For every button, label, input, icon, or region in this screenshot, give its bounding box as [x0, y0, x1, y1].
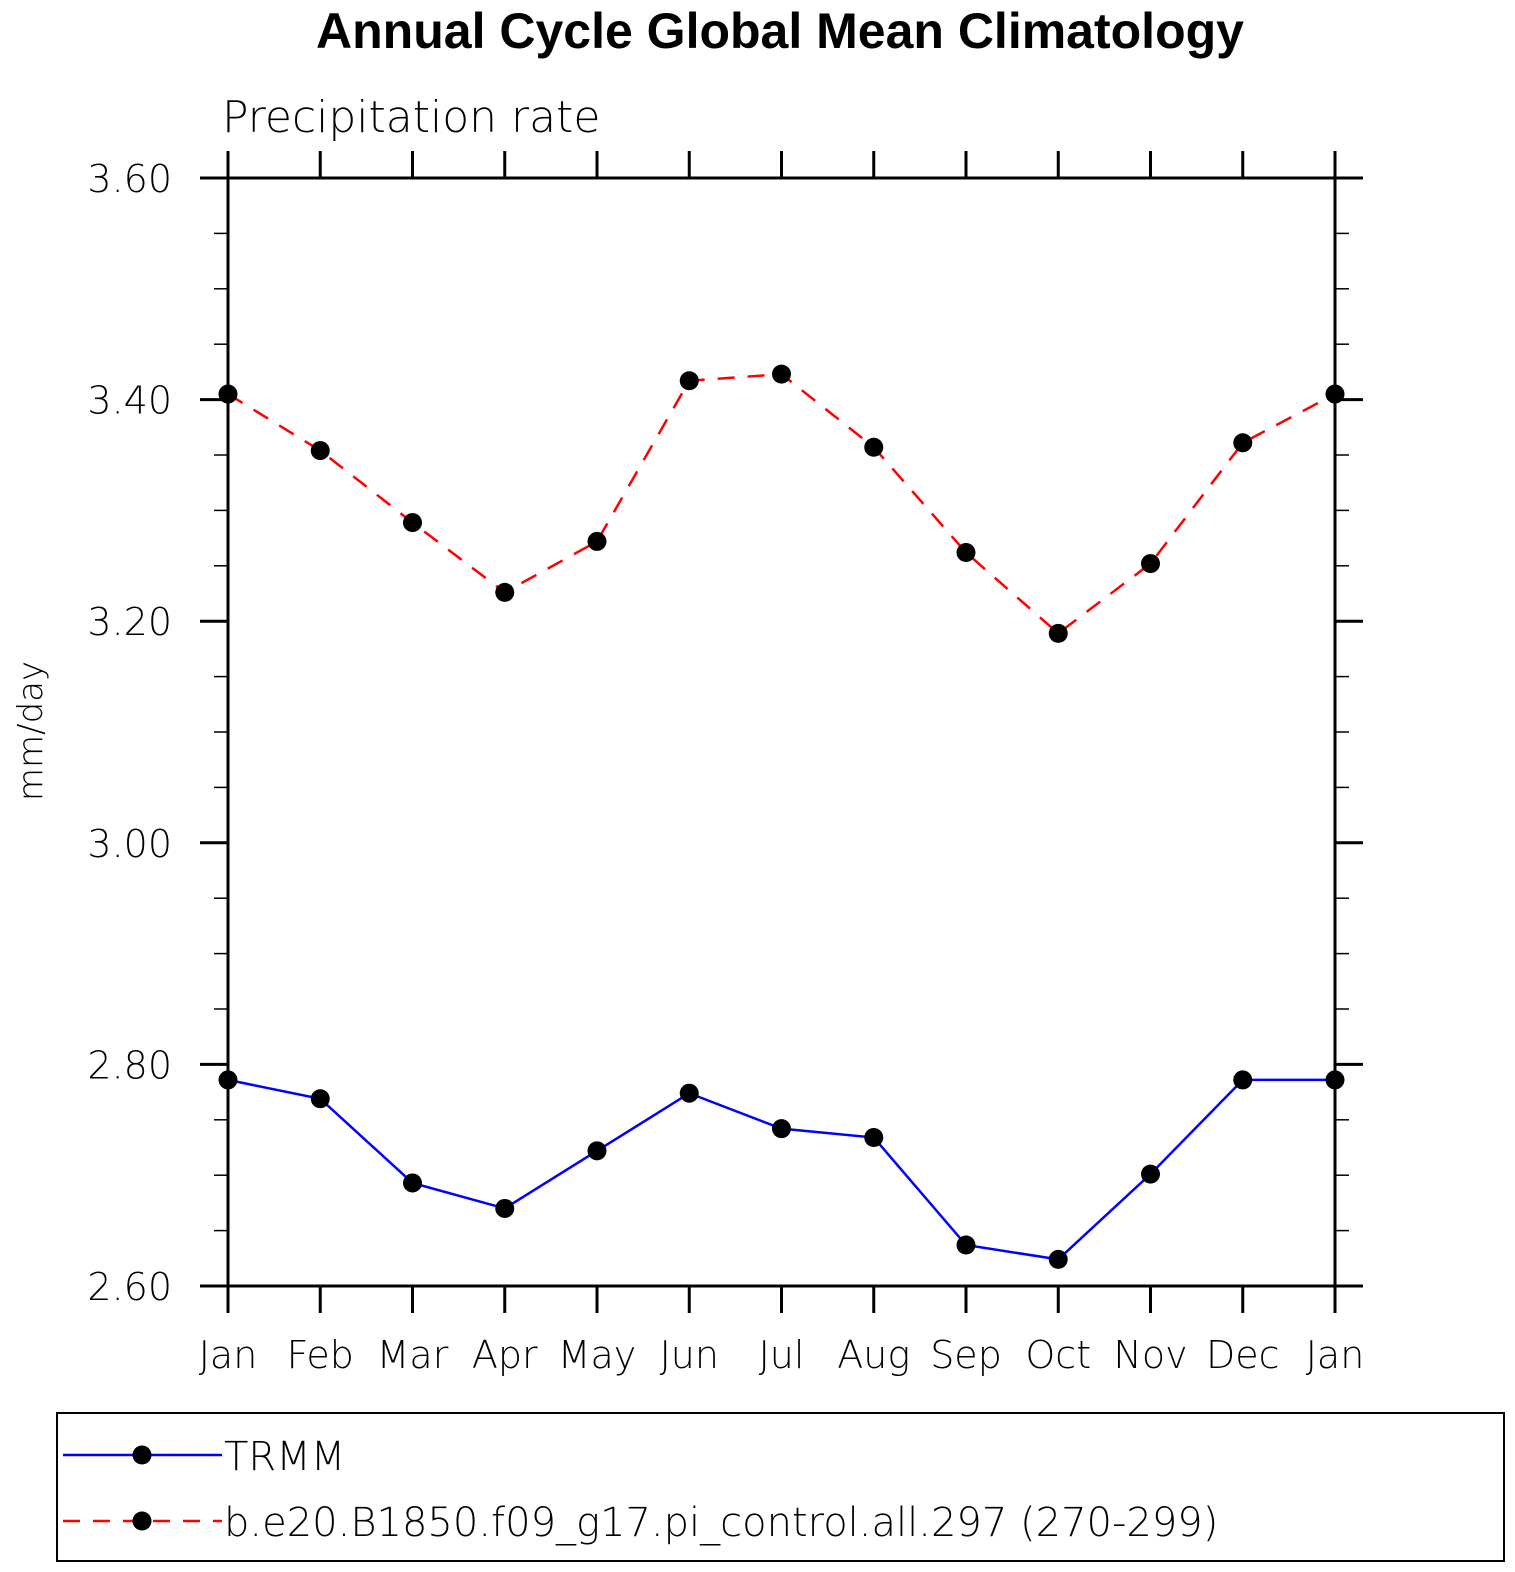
chart-title: Annual Cycle Global Mean Climatology	[316, 3, 1244, 59]
series-1-point	[772, 364, 791, 384]
x-tick-label: Jul	[759, 1333, 805, 1377]
x-tick-label: Jun	[660, 1333, 719, 1377]
legend-label-trmm: TRMM	[224, 1434, 345, 1480]
legend-marker-trmm	[132, 1445, 152, 1465]
series-0-point	[310, 1089, 330, 1109]
legend: TRMM b.e20.B1850.f09_g17.pi_control.all.…	[56, 1412, 1505, 1562]
x-tick-label: Jan	[1306, 1333, 1365, 1377]
x-tick-label: Sep	[930, 1333, 1002, 1377]
series-0-point	[679, 1083, 699, 1103]
series-line-0	[227, 1078, 1335, 1261]
series-0-point	[1233, 1070, 1253, 1090]
series-0-point	[403, 1173, 422, 1193]
x-tick-label: Apr	[472, 1333, 538, 1377]
x-tick-label: Jan	[199, 1333, 258, 1377]
x-tick-label: May	[558, 1333, 637, 1377]
series-0-point	[1048, 1249, 1068, 1269]
series-1-point	[1141, 554, 1160, 574]
x-tick-label: Nov	[1113, 1333, 1187, 1377]
series-1-point	[1233, 433, 1253, 453]
y-tick-label: 2.60	[87, 1265, 172, 1309]
series-0-point	[495, 1198, 515, 1218]
legend-box	[56, 1412, 1505, 1562]
series-0-point	[956, 1235, 976, 1255]
y-tick-label: 3.00	[87, 822, 172, 866]
series-1-point	[679, 371, 699, 391]
y-tick-label: 3.60	[87, 157, 172, 201]
y-tick-label: 3.40	[87, 379, 172, 423]
x-tick-label: Aug	[837, 1333, 910, 1377]
series-0-point	[587, 1141, 607, 1161]
series-line-1	[227, 372, 1336, 635]
legend-marker-model	[132, 1511, 152, 1531]
series-1-point	[956, 543, 976, 563]
y-axis-label: mm/day	[11, 661, 51, 801]
series-1-point	[310, 441, 330, 461]
x-tick-label: Mar	[377, 1333, 449, 1377]
y-tick-labels: 2.60 2.80 3.00 3.20 3.40 3.60	[87, 157, 172, 1309]
x-tick-labels: Jan Feb Mar Apr May Jun Jul Aug Sep Oct Nov Dec Jan	[199, 1333, 1365, 1377]
legend-item-trmm: TRMM	[63, 1434, 345, 1480]
chart-subtitle: Precipitation rate	[222, 92, 600, 143]
y-tick-label: 3.20	[87, 600, 172, 644]
series-1-point	[403, 513, 422, 533]
series-0-point	[772, 1119, 791, 1139]
series-1-point	[495, 582, 515, 602]
legend-label-model: b.e20.B1850.f09_g17.pi_control.all.297 (…	[224, 1500, 1218, 1546]
x-tick-label: Oct	[1025, 1333, 1091, 1377]
series-1-point	[587, 531, 607, 551]
x-tick-label: Dec	[1206, 1333, 1280, 1377]
y-tick-label: 2.80	[87, 1043, 172, 1087]
axis-ticks	[200, 151, 1363, 1313]
plot-frame	[226, 176, 1337, 1288]
series-0-point	[1141, 1164, 1160, 1184]
series-1-point	[1048, 623, 1068, 643]
legend-item-model: b.e20.B1850.f09_g17.pi_control.all.297 (…	[63, 1500, 1218, 1546]
series-1-point	[864, 437, 884, 457]
x-tick-label: Feb	[287, 1333, 354, 1377]
series-0-point	[864, 1128, 884, 1148]
series-layer	[218, 364, 1345, 1269]
